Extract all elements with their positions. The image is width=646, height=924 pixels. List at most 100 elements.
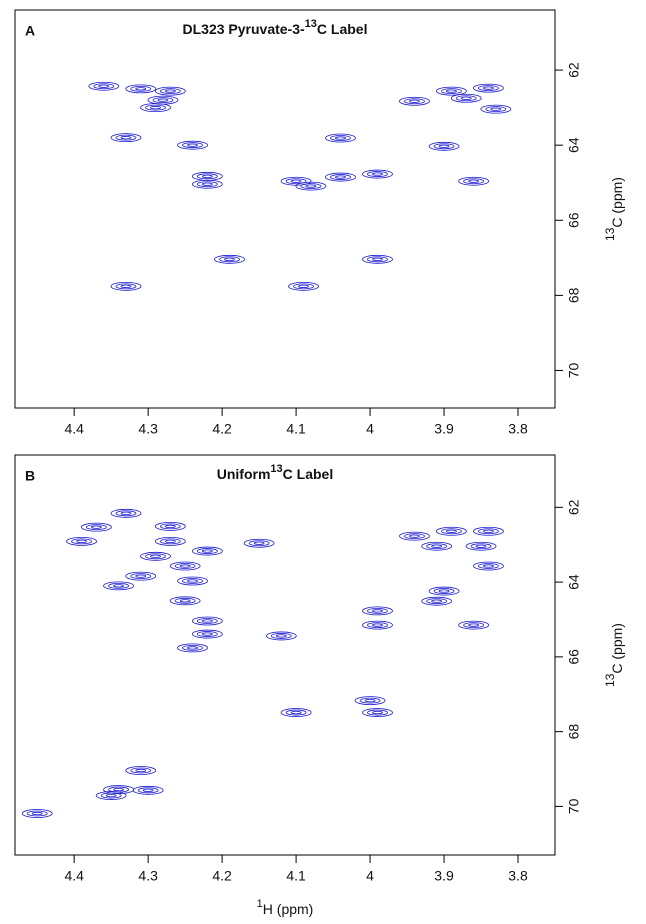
peak [191, 179, 223, 189]
peak-contour [169, 596, 201, 606]
peak-contour [468, 623, 480, 627]
chart-title: Uniform13C Label [217, 463, 334, 482]
title-sup: 13 [270, 463, 282, 475]
y-tick-label: 64 [566, 137, 582, 153]
peak-contour [436, 526, 467, 536]
peak-contour [196, 181, 218, 188]
peak-contour [367, 171, 388, 177]
y-axis-label: 13C (ppm) [603, 623, 625, 687]
y-axis-label-sup: 13 [603, 673, 617, 687]
peak-contour [372, 257, 383, 261]
peak-contour [120, 511, 132, 515]
x-tick-label: 4.4 [64, 868, 84, 884]
peak [473, 561, 504, 571]
peak-contour [478, 563, 499, 569]
peak-contour [298, 284, 309, 288]
peak [140, 551, 171, 561]
peak [125, 766, 157, 775]
peak-contour [71, 538, 92, 545]
peak-contour [399, 531, 430, 541]
peak-contour [191, 546, 223, 556]
peak-contour [404, 98, 425, 105]
peak-contour [446, 529, 457, 533]
peak-contour [115, 510, 137, 517]
peak [154, 536, 186, 546]
x-tick-label: 4 [366, 421, 374, 437]
peak [88, 81, 120, 91]
y-tick-label: 62 [566, 499, 582, 515]
peak-contour [460, 96, 472, 100]
peak-contour [367, 622, 388, 628]
peak-contour [145, 553, 166, 560]
peak-contour [169, 561, 201, 571]
x-tick-label: 4.1 [286, 421, 306, 437]
peak [280, 708, 312, 717]
y-tick-label: 70 [566, 362, 582, 378]
peak-contour [174, 563, 196, 569]
peak-contour [404, 533, 425, 540]
peak-contour [354, 696, 386, 706]
peak-contour [265, 631, 297, 641]
peak [473, 526, 504, 536]
peak [243, 538, 275, 548]
peak-contour [219, 256, 240, 263]
chart-title: DL323 Pyruvate-3-13C Label [183, 18, 368, 37]
peak [21, 809, 53, 818]
peak-contour [433, 143, 455, 150]
title-part: C Label [283, 466, 334, 482]
peak-contour [270, 633, 292, 639]
peak-contour [110, 508, 142, 518]
peak-contour [483, 529, 494, 533]
peak [362, 606, 393, 616]
peak-contour [421, 596, 453, 606]
peak-contour [426, 543, 448, 550]
y-tick-label: 66 [566, 212, 582, 228]
peak-contour [135, 768, 147, 773]
peak [436, 526, 467, 536]
peak-contour [120, 136, 132, 140]
peak-contour [458, 176, 490, 186]
peak-contour [66, 536, 97, 546]
peak-contour [285, 709, 307, 716]
peak-contour [305, 184, 317, 188]
y-tick-label: 62 [566, 62, 582, 78]
peak [125, 84, 157, 94]
peak-contour [367, 607, 388, 614]
peak [177, 140, 208, 150]
x-tick-label: 3.8 [508, 868, 528, 884]
peak [428, 141, 460, 151]
peak-contour [85, 524, 107, 531]
peak-contour [154, 536, 186, 546]
peak-contour [154, 86, 186, 96]
peak-contour [359, 697, 381, 704]
peak-contour [177, 576, 208, 586]
peak [103, 581, 134, 591]
peak [169, 561, 201, 571]
peak-contour [372, 710, 383, 715]
peak-contour [95, 791, 127, 800]
peak-contour [159, 88, 181, 95]
peak [280, 176, 312, 186]
y-axis-label-main: C (ppm) [609, 177, 625, 228]
peak [110, 281, 142, 291]
peak-contour [182, 142, 203, 149]
peak [140, 103, 171, 113]
peak-contour [335, 136, 346, 140]
peak-contour [110, 133, 142, 143]
peak-contour [177, 643, 208, 653]
peak-contour [362, 606, 393, 616]
peak-contour [196, 548, 218, 554]
peak-contour [174, 597, 196, 604]
peak-contour [367, 256, 388, 263]
peak-contour [480, 104, 512, 114]
x-axis-label: 1H (ppm) [257, 898, 314, 917]
x-axis-label-main: H (ppm) [263, 901, 314, 917]
peak-contour [145, 104, 166, 111]
peak [125, 571, 157, 581]
peak-contour [280, 708, 312, 717]
x-tick-label: 3.8 [508, 421, 528, 437]
peak-contour [428, 586, 460, 596]
peak-contour [330, 174, 351, 180]
title-part: C Label [317, 21, 368, 37]
peak [362, 708, 393, 717]
